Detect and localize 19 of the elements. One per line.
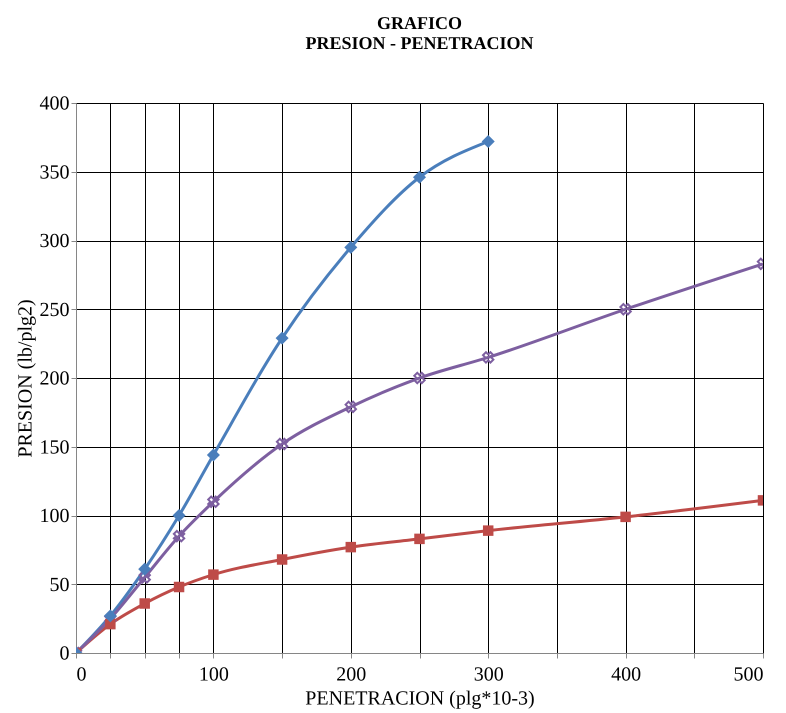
- x-tick-label: 400: [611, 664, 642, 686]
- y-tick-label: 50: [50, 574, 70, 596]
- text: PRESION - PENETRACION: [305, 33, 534, 53]
- y-tick-label: 250: [40, 298, 70, 321]
- y-tick-label: 0: [60, 642, 70, 664]
- x-tick-label: 300: [474, 664, 504, 686]
- y-tick-label: 350: [40, 161, 70, 184]
- y-tick-label: 400: [40, 92, 70, 114]
- x-tick-label: 0: [76, 664, 86, 686]
- text: GRAFICO: [377, 13, 462, 33]
- x-tick-label: 200: [336, 664, 366, 686]
- x-tick-label: 100: [198, 664, 229, 686]
- x-tick-label: 500: [734, 664, 764, 686]
- x-axis-title: PENETRACION (plg*10-3): [305, 688, 535, 710]
- y-axis-title: PRESION (lb/plg2): [14, 299, 36, 458]
- y-tick-label: 200: [40, 368, 70, 390]
- y-tick-label: 150: [40, 436, 70, 458]
- y-tick-label: 100: [40, 505, 70, 527]
- y-tick-label: 300: [40, 230, 70, 252]
